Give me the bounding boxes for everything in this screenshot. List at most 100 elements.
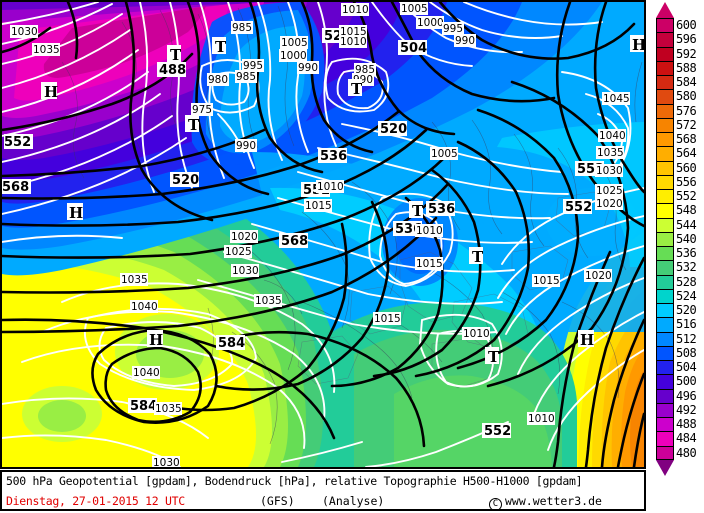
- svg-text:1035: 1035: [255, 295, 282, 307]
- colorbar-label-484: 484: [676, 431, 697, 446]
- colorbar-label-572: 572: [676, 117, 697, 132]
- svg-text:T: T: [472, 248, 484, 266]
- colorbar-cell-552: [656, 189, 674, 204]
- svg-text:552: 552: [484, 424, 511, 439]
- colorbar-cell-556: [656, 174, 674, 189]
- colorbar-cell-572: [656, 117, 674, 132]
- svg-text:1015: 1015: [305, 200, 332, 212]
- svg-text:1040: 1040: [133, 367, 160, 379]
- colorbar-label-536: 536: [676, 246, 697, 260]
- contours-geopotential: [2, 2, 644, 467]
- footer-title: 500 hPa Geopotential [gpdam], Bodendruck…: [6, 474, 583, 488]
- colorbar-label-516: 516: [676, 317, 697, 332]
- colorbar-cell-544: [656, 217, 674, 232]
- colorbar-label-592: 592: [676, 46, 697, 61]
- svg-text:T: T: [488, 348, 500, 366]
- svg-text:1025: 1025: [596, 185, 623, 197]
- pressure-center-T: T: [167, 45, 182, 64]
- colorbar-label-508: 508: [676, 345, 697, 360]
- copyright-icon: C: [489, 498, 502, 511]
- svg-text:990: 990: [298, 62, 318, 74]
- svg-text:584: 584: [130, 399, 157, 414]
- svg-text:536: 536: [428, 202, 455, 217]
- svg-text:1015: 1015: [416, 258, 443, 270]
- svg-text:995: 995: [443, 23, 463, 35]
- svg-text:1030: 1030: [596, 165, 623, 177]
- colorbar-legend: 600 596 592 588 584 580 576 572 568 564 560 556 552 5…: [652, 0, 704, 476]
- pressure-center-H: H: [630, 35, 644, 54]
- colorbar-tick-labels: 600 596 592 588 584 580 576 572 568 564 560 556 552 5…: [676, 18, 704, 460]
- colorbar-cell-580: [656, 89, 674, 104]
- colorbar-label-488: 488: [676, 417, 697, 431]
- svg-text:1040: 1040: [599, 130, 626, 142]
- colorbar-cell-512: [656, 331, 674, 346]
- svg-text:1000: 1000: [417, 17, 444, 29]
- colorbar-label-584: 584: [676, 75, 697, 89]
- svg-text:T: T: [188, 116, 200, 134]
- footer-credit-text: www.wetter3.de: [505, 494, 602, 508]
- pressure-center-T: T: [409, 201, 424, 220]
- svg-text:H: H: [44, 83, 58, 101]
- colorbar-label-528: 528: [676, 274, 697, 289]
- colorbar-cell-504: [656, 360, 674, 375]
- pressure-center-H: H: [147, 330, 163, 349]
- svg-text:1020: 1020: [596, 198, 623, 210]
- svg-text:1010: 1010: [340, 36, 367, 48]
- svg-text:980: 980: [208, 74, 228, 86]
- svg-text:1010: 1010: [463, 328, 490, 340]
- svg-text:1020: 1020: [585, 270, 612, 282]
- svg-text:985: 985: [236, 71, 256, 83]
- colorbar-label-556: 556: [676, 174, 697, 189]
- pressure-center-H: H: [67, 203, 83, 222]
- pressure-labels: 1030 1035 985 980 985 975 995 1005 1000 …: [10, 2, 630, 467]
- svg-text:536: 536: [320, 149, 347, 164]
- svg-text:552: 552: [4, 135, 31, 150]
- colorbar-label-580: 580: [676, 89, 697, 104]
- colorbar-cell-576: [656, 103, 674, 118]
- colorbar-label-504: 504: [676, 360, 697, 374]
- colorbar-cell-508: [656, 345, 674, 360]
- svg-text:520: 520: [172, 173, 199, 188]
- svg-text:1040: 1040: [131, 301, 158, 313]
- colorbar-strip: [656, 18, 674, 460]
- weather-map[interactable]: 488 504 520 520 520 536 536 536 552 552 …: [0, 0, 646, 469]
- svg-text:1030: 1030: [153, 457, 180, 467]
- colorbar-cell-496: [656, 388, 674, 403]
- colorbar-cell-484: [656, 431, 674, 446]
- pressure-center-T: T: [185, 115, 200, 134]
- colorbar-label-524: 524: [676, 288, 697, 303]
- colorbar-cell-540: [656, 231, 674, 246]
- pressure-center-T: T: [348, 79, 363, 98]
- pressure-center-T: T: [469, 247, 484, 266]
- svg-text:568: 568: [281, 234, 308, 249]
- colorbar-label-600: 600: [676, 18, 697, 32]
- geopotential-labels: 488 504 520 520 520 536 536 536 552 552 …: [2, 28, 604, 439]
- colorbar-label-480: 480: [676, 445, 697, 460]
- colorbar-cell-528: [656, 274, 674, 289]
- colorbar-label-596: 596: [676, 32, 697, 47]
- colorbar-cell-568: [656, 132, 674, 147]
- map-canvas: 488 504 520 520 520 536 536 536 552 552 …: [2, 2, 644, 467]
- colorbar-label-544: 544: [676, 217, 697, 232]
- svg-text:H: H: [149, 331, 163, 349]
- footer-caption: 500 hPa Geopotential [gpdam], Bodendruck…: [0, 470, 646, 511]
- svg-text:H: H: [632, 36, 644, 54]
- pressure-center-symbols: H T T T T H T T H H T H: [41, 35, 644, 366]
- svg-text:1035: 1035: [155, 403, 182, 415]
- colorbar-cell-564: [656, 146, 674, 161]
- colorbar-label-512: 512: [676, 331, 697, 346]
- colorbar-cell-524: [656, 288, 674, 303]
- svg-text:H: H: [580, 331, 594, 349]
- colorbar-label-568: 568: [676, 132, 697, 146]
- svg-text:T: T: [215, 38, 227, 56]
- svg-text:1030: 1030: [232, 265, 259, 277]
- svg-text:T: T: [351, 80, 363, 98]
- svg-text:1025: 1025: [225, 246, 252, 258]
- svg-text:1005: 1005: [281, 37, 308, 49]
- footer-run-type: (Analyse): [322, 494, 385, 508]
- colorbar-cell-592: [656, 46, 674, 61]
- colorbar-label-560: 560: [676, 160, 697, 175]
- svg-text:990: 990: [455, 35, 475, 47]
